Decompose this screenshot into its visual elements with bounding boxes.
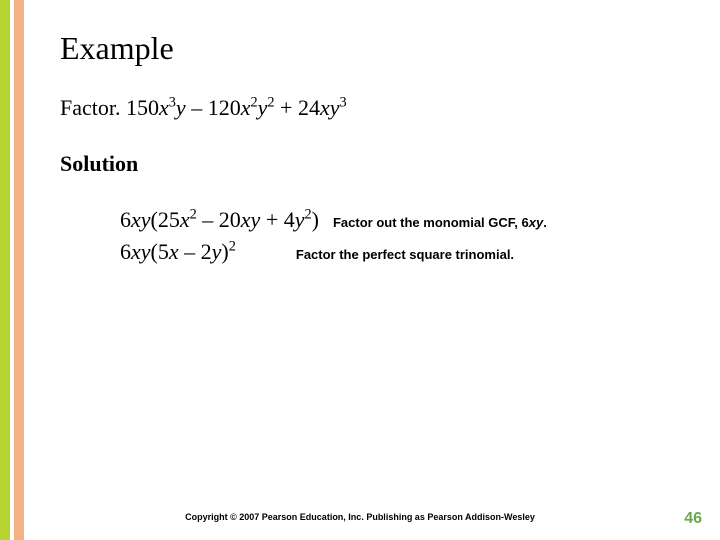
l2-op1: – 2 [179,239,212,264]
l2-leadvar: xy [131,239,151,264]
copyright-text: Copyright © 2007 Pearson Education, Inc.… [0,512,720,522]
accent-stripe-left [0,0,10,540]
t1-var2: y [176,95,186,120]
l1-v1: x [180,207,190,232]
t3-coef: 24 [298,95,320,120]
l2-v1: x [169,239,179,264]
step-1-expression: 6xy(25x2 – 20xy + 4y2) [120,207,319,233]
l1-e3: 2 [305,207,312,223]
l1-e1: 2 [190,207,197,223]
l2-lead: 6 [120,239,131,264]
t2-var: x [241,95,251,120]
l1-v3: y [295,207,305,232]
l1-leadvar: xy [131,207,151,232]
problem-statement: Factor. 150x3y – 120x2y2 + 24xy3 [60,95,680,121]
l1-v2: xy [241,207,261,232]
l1-close: ) [312,207,319,232]
slide-title: Example [60,30,680,67]
t3-var: xy [320,95,340,120]
step-1: 6xy(25x2 – 20xy + 4y2) Factor out the mo… [120,207,680,233]
l1-note-pre: Factor out the monomial GCF, 6 [333,215,529,230]
accent-stripe-right [14,0,24,540]
op2: + [275,95,298,120]
step-2-note: Factor the perfect square trinomial. [296,247,514,262]
t2-coef: 120 [208,95,241,120]
l1-op1: – 20 [197,207,241,232]
l2-v2: y [212,239,222,264]
t2-var2: y [258,95,268,120]
t1-var: x [159,95,169,120]
l1-note-post: . [543,215,547,230]
t3-exp: 3 [339,95,346,111]
problem-prefix: Factor. [60,95,126,120]
step-1-note: Factor out the monomial GCF, 6xy. [333,215,547,230]
solution-heading: Solution [60,151,680,177]
step-2: 6xy(5x – 2y)2 Factor the perfect square … [120,239,680,265]
l1-open: (25 [151,207,180,232]
l2-close: ) [221,239,228,264]
t1-coef: 150 [126,95,159,120]
l1-op2: + 4 [260,207,294,232]
page-number: 46 [684,510,702,528]
l2-exp: 2 [229,239,236,255]
l2-open: (5 [151,239,169,264]
t2-exp2: 2 [267,95,274,111]
t2-exp: 2 [250,95,257,111]
slide-content: Example Factor. 150x3y – 120x2y2 + 24xy3… [0,0,720,265]
l1-lead: 6 [120,207,131,232]
l1-note-var: xy [529,215,543,230]
t1-exp: 3 [169,95,176,111]
op1: – [186,95,208,120]
step-2-expression: 6xy(5x – 2y)2 [120,239,236,265]
solution-steps: 6xy(25x2 – 20xy + 4y2) Factor out the mo… [120,207,680,265]
